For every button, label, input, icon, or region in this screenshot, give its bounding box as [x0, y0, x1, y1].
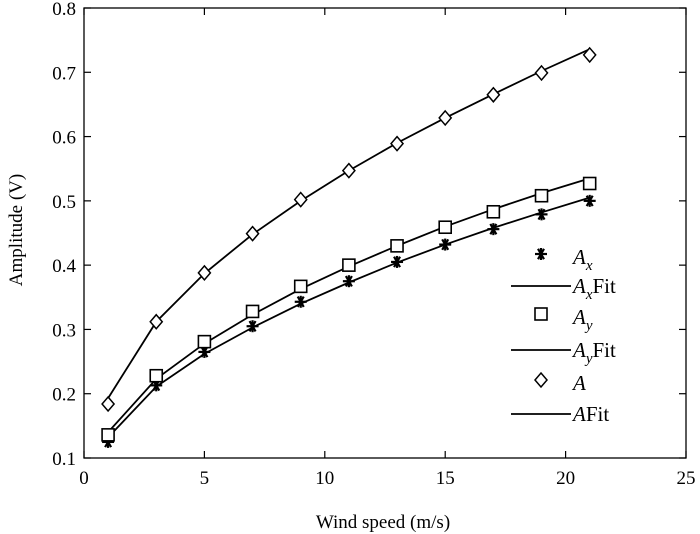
ay-point: [197, 334, 212, 349]
y-tick-label: 0.4: [52, 256, 76, 277]
ay-point: [390, 239, 404, 253]
fit-lines: [107, 48, 591, 439]
ay-point-series: [101, 176, 597, 442]
y-tick-label: 0.5: [52, 192, 76, 213]
ay-point: [486, 204, 501, 219]
plot-border: [83, 7, 687, 459]
axis-ticks: 0 5 10 15 20 25 0.1 0.2 0.3 0.4 0.5 0.6 0.7 0.8: [52, 0, 695, 489]
y-tick-label: 0.8: [52, 0, 76, 20]
ax-point: [583, 194, 596, 207]
ax-point: [391, 255, 404, 268]
a-point: [486, 86, 501, 103]
y-tick-label: 0.7: [52, 63, 76, 84]
ax-point: [439, 238, 452, 251]
y-tick-label: 0.6: [52, 128, 76, 149]
ax-point: [342, 275, 355, 288]
y-axis-title: Amplitude (V): [6, 174, 27, 286]
a-fit-line: [107, 48, 591, 399]
ay-point: [582, 176, 597, 191]
a-point: [101, 395, 116, 413]
legend-label: A: [571, 371, 586, 395]
y-tick-label: 0.2: [52, 385, 76, 406]
legend-label: Ay: [571, 305, 593, 334]
a-point: [197, 264, 212, 282]
x-tick-label: 15: [436, 468, 455, 489]
data-points: [101, 46, 597, 448]
ax-point: [535, 208, 548, 221]
ax-point: [246, 320, 259, 333]
plot-frame: [83, 7, 687, 459]
a-point: [293, 191, 308, 208]
legend-entry: A: [534, 371, 586, 395]
legend-entry: AyFit: [511, 338, 616, 367]
legend-entry: Ay: [534, 305, 593, 334]
x-tick-label: 5: [200, 468, 210, 489]
x-tick-label: 0: [79, 468, 89, 489]
x-tick-label: 10: [315, 468, 334, 489]
x-tick-label: 20: [556, 468, 575, 489]
ay-point: [438, 220, 453, 235]
ay-point: [534, 188, 549, 203]
ay-point: [342, 258, 356, 272]
a-point: [149, 313, 164, 330]
legend-marker-swatch: [534, 307, 548, 321]
a-point: [534, 64, 549, 82]
x-tick-label: 25: [677, 468, 696, 489]
ay-point: [149, 368, 164, 383]
x-axis-title: Wind speed (m/s): [316, 512, 450, 533]
a-point: [582, 46, 597, 64]
ay-fit-line: [107, 177, 590, 433]
legend-label: AxFit: [571, 274, 616, 303]
a-point: [245, 225, 260, 242]
legend-label: AFit: [571, 402, 609, 426]
y-tick-label: 0.1: [52, 449, 76, 470]
ax-fit-line: [107, 196, 590, 439]
legend-marker-swatch: [535, 248, 547, 260]
legend-label: AyFit: [571, 338, 616, 367]
legend-label: Ax: [571, 245, 593, 274]
ax-point: [487, 223, 500, 236]
a-point-series: [101, 46, 597, 413]
legend-marker-swatch: [534, 371, 548, 389]
y-tick-label: 0.3: [52, 320, 76, 341]
ay-point: [293, 279, 308, 294]
legend-entry: AFit: [511, 402, 609, 426]
a-point: [390, 135, 405, 152]
ay-point: [101, 428, 115, 442]
a-point: [438, 109, 453, 127]
ax-point: [294, 295, 307, 308]
legend-entry: Ax: [535, 245, 593, 274]
a-point: [341, 162, 356, 179]
ay-point: [245, 304, 260, 319]
ax-point-series: [102, 194, 596, 448]
legend-entry: AxFit: [511, 274, 616, 303]
